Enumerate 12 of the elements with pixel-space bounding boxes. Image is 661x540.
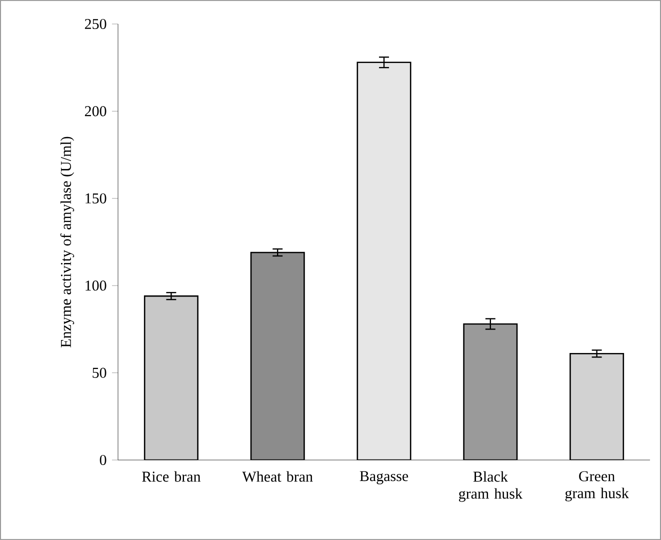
y-axis-title: Enzyme activity of amylase (U/ml) — [60, 136, 74, 348]
y-tick-label: 250 — [84, 18, 106, 30]
y-tick-label: 150 — [86, 193, 106, 204]
y-tick-label: 50 — [92, 368, 106, 378]
y-tick-label: 200 — [84, 106, 106, 116]
x-tick-label: Wheat bran — [242, 471, 313, 482]
x-tick-label: Bagasse — [360, 471, 408, 484]
x-tick-label: Black gram husk — [458, 471, 522, 502]
x-tick-label: Green gram husk — [565, 471, 629, 502]
x-tick-label: Rice bran — [142, 471, 201, 482]
y-tick-label: 100 — [86, 280, 106, 291]
y-tick-label: 0 — [100, 454, 106, 466]
